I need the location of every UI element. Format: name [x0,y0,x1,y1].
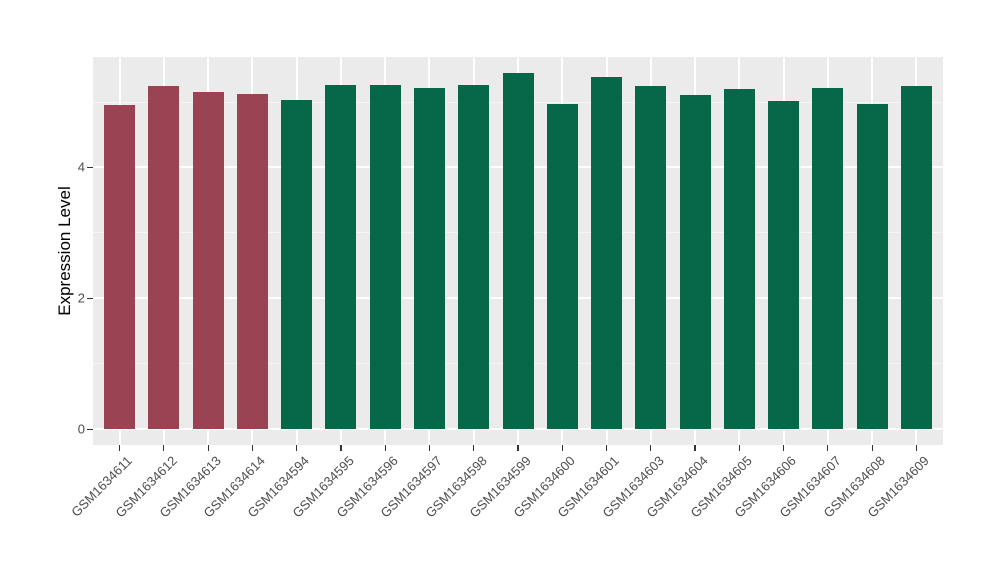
x-axis-tick-mark [251,445,253,451]
x-axis-tick-mark [163,445,165,451]
x-axis-tick-mark [783,445,785,451]
bar-GSM1634594 [281,100,313,429]
x-axis-tick-mark [650,445,652,451]
bar-GSM1634598 [458,84,490,429]
bar-GSM1634603 [635,85,667,429]
x-axis-tick-mark [118,445,121,451]
y-axis-tick-label: 2 [77,290,85,306]
bar-GSM1634613 [192,91,224,429]
x-axis-tick-mark [561,445,563,451]
x-axis-tick-mark [296,445,298,451]
bar-GSM1634604 [679,95,711,429]
gridline-horizontal-major [93,428,943,430]
bar-GSM1634600 [546,103,578,429]
y-axis-tick-mark [87,297,93,299]
x-axis-tick-mark [428,445,431,451]
x-axis-tick-mark [207,445,209,451]
bar-GSM1634609 [900,85,932,429]
y-axis-tick-mark [87,428,93,430]
bar-GSM1634599 [502,73,534,429]
bar-GSM1634611 [104,105,136,429]
x-axis-tick-mark [738,445,740,451]
bar-GSM1634597 [413,88,445,429]
x-axis-tick-mark [340,445,342,451]
x-axis-tick-mark [694,445,696,451]
bar-GSM1634608 [856,103,888,429]
x-axis-tick-mark [605,445,608,451]
bar-GSM1634614 [236,94,268,429]
bar-GSM1634612 [148,86,180,429]
x-axis-tick-mark [384,445,386,451]
x-axis-tick-mark [915,445,918,451]
x-axis-tick-mark [827,445,829,451]
bar-GSM1634607 [812,88,844,429]
x-axis-tick-mark [473,445,475,451]
y-axis-tick-label: 4 [77,159,85,175]
y-axis-title: Expression Level [55,186,74,316]
bar-GSM1634601 [591,77,623,429]
bar-GSM1634605 [723,88,755,429]
x-axis-tick-mark [517,445,519,451]
y-axis-tick-mark [87,166,93,169]
bar-GSM1634606 [768,100,800,429]
x-axis-tick-mark [871,445,873,451]
y-axis-tick-label: 0 [77,421,85,437]
bar-GSM1634595 [325,84,357,429]
bar-GSM1634596 [369,84,401,429]
